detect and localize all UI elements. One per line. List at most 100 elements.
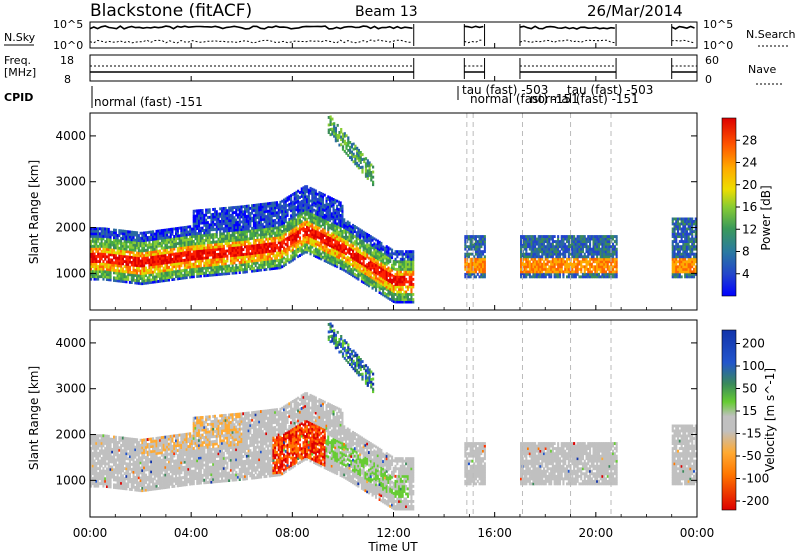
power-cell xyxy=(120,257,123,260)
power-cell xyxy=(157,257,160,261)
power-cell xyxy=(295,228,298,232)
power-cell xyxy=(192,247,195,251)
power-cell xyxy=(123,275,126,279)
power-cell xyxy=(350,255,353,259)
power-cell xyxy=(245,267,248,271)
power-cell xyxy=(277,246,280,250)
power-cell xyxy=(157,229,160,233)
power-cell xyxy=(352,259,355,263)
power-cell xyxy=(373,260,376,263)
power-cell xyxy=(284,225,287,229)
power-cell xyxy=(364,254,367,258)
power-cell xyxy=(476,242,479,246)
power-cell xyxy=(162,266,165,270)
power-cell xyxy=(302,191,305,195)
power-cell xyxy=(293,217,296,220)
power-cell xyxy=(343,238,346,242)
power-cell xyxy=(320,212,323,216)
power-cell xyxy=(594,250,597,254)
power-cell xyxy=(550,235,553,238)
power-cell xyxy=(306,228,309,231)
power-cell xyxy=(382,248,385,251)
power-cell xyxy=(235,258,238,262)
power-cell xyxy=(233,228,236,232)
power-cell xyxy=(196,242,199,246)
power-cell xyxy=(399,295,402,299)
power-cell xyxy=(229,224,232,227)
power-cell xyxy=(368,264,371,268)
power-cell xyxy=(251,254,254,258)
power-cell xyxy=(221,262,224,266)
power-cell xyxy=(245,262,248,266)
power-cell xyxy=(525,265,528,269)
power-cell xyxy=(318,221,321,225)
power-cell xyxy=(306,217,309,221)
power-cell xyxy=(587,247,590,251)
power-cell xyxy=(290,229,293,233)
power-cell xyxy=(678,250,681,254)
power-cell xyxy=(557,260,560,264)
power-cell xyxy=(405,250,408,254)
power-cell xyxy=(332,263,335,267)
power-cell xyxy=(532,242,535,246)
power-cell xyxy=(350,237,353,241)
power-cell xyxy=(150,268,153,272)
power-cell xyxy=(187,253,190,257)
power-cell xyxy=(541,257,544,261)
power-cell xyxy=(357,260,360,263)
power-cell xyxy=(155,247,158,251)
power-cell xyxy=(141,234,144,238)
power-cell xyxy=(585,237,588,241)
power-cell xyxy=(235,205,238,209)
power-cell xyxy=(164,276,167,280)
power-cell xyxy=(260,266,263,269)
power-cell xyxy=(680,257,683,261)
power-cell xyxy=(298,226,301,230)
power-cell xyxy=(320,255,323,258)
power-cell xyxy=(396,295,399,299)
power-cell xyxy=(297,202,300,206)
power-cell xyxy=(263,217,266,221)
power-cell xyxy=(336,207,339,211)
power-cell xyxy=(534,235,537,238)
power-cell xyxy=(132,278,135,282)
power-cell xyxy=(474,270,477,274)
power-cell xyxy=(387,274,390,277)
power-cell xyxy=(671,267,674,271)
power-cell xyxy=(252,256,255,260)
power-cell xyxy=(399,272,402,276)
power-cell xyxy=(482,250,485,254)
power-cell xyxy=(359,263,362,267)
power-cell xyxy=(270,267,273,271)
power-cell xyxy=(173,240,176,243)
power-cell xyxy=(226,259,229,263)
power-cell xyxy=(265,250,268,254)
power-cell xyxy=(352,241,355,245)
power-cell xyxy=(183,251,186,255)
power-cell xyxy=(302,201,305,205)
power-cell xyxy=(302,241,305,245)
power-cell xyxy=(201,221,204,225)
power-cell xyxy=(334,224,337,227)
power-cell xyxy=(306,225,309,229)
power-cell xyxy=(141,277,144,280)
power-cell xyxy=(571,247,574,251)
power-cell xyxy=(256,236,259,240)
power-cell xyxy=(233,206,236,209)
power-cell xyxy=(212,255,215,259)
power-cell xyxy=(104,250,107,254)
power-cell xyxy=(164,256,167,260)
power-cell xyxy=(242,263,245,267)
power-cell xyxy=(132,273,135,277)
power-cell xyxy=(152,230,155,234)
power-cell xyxy=(222,217,225,220)
power-cell xyxy=(130,238,133,242)
power-cell xyxy=(334,236,337,240)
power-cell xyxy=(298,238,301,242)
power-cell xyxy=(160,234,163,238)
power-cell xyxy=(311,238,314,241)
power-cell xyxy=(258,248,261,252)
power-cell xyxy=(91,272,94,276)
power-cell xyxy=(242,212,245,216)
nsky-trace xyxy=(519,25,615,30)
